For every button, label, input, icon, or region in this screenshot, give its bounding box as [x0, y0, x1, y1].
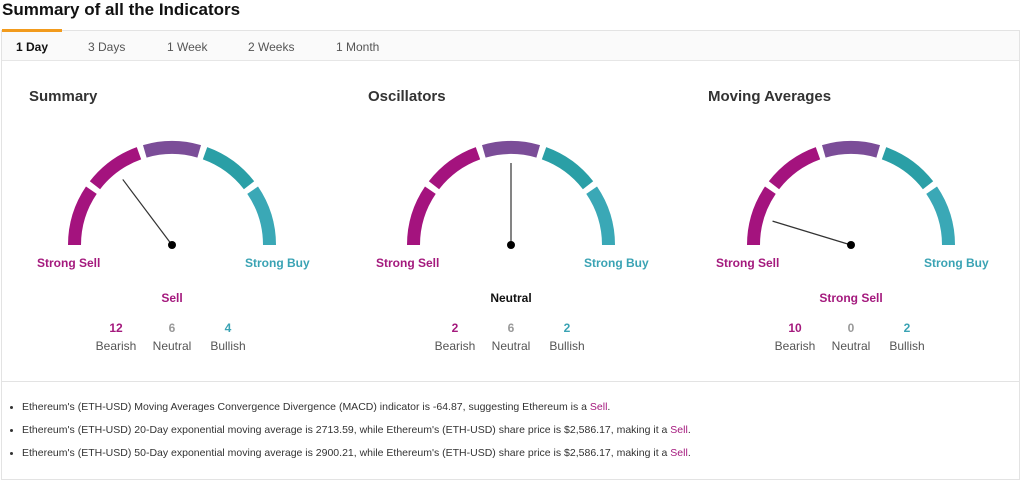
panel-title: Summary [29, 88, 98, 105]
bearish-value: 12 [109, 321, 123, 335]
bearish-label: Bearish [95, 339, 137, 353]
gauge-segment-3 [142, 141, 202, 158]
bearish-value: 10 [788, 321, 802, 335]
strong-sell-label: Strong Sell [37, 256, 101, 270]
gauge-needle [772, 220, 852, 246]
note-item: Ethereum's (ETH-USD) 20-Day exponential … [10, 424, 691, 438]
note-item: Ethereum's (ETH-USD) Moving Averages Con… [10, 401, 691, 415]
bearish-count: 10 Bearish [772, 321, 818, 353]
strong-sell-label: Strong Sell [716, 256, 780, 270]
panel-title: Moving Averages [708, 88, 832, 105]
verdict: Strong Sell [819, 291, 883, 305]
neutral-value: 0 [847, 321, 855, 335]
signal-sell: Sell [670, 447, 688, 459]
strong-buy-label: Strong Buy [924, 256, 989, 270]
gauge-needle [122, 179, 173, 246]
gauge-segment-1 [68, 186, 97, 246]
needle-pivot [847, 241, 855, 249]
gauge-segment-2 [89, 147, 142, 190]
needle-pivot [507, 241, 515, 249]
tab-3-days[interactable]: 3 Days [88, 40, 126, 54]
neutral-count: 6 Neutral [149, 321, 195, 353]
note-end: . [687, 424, 691, 436]
bullish-label: Bullish [889, 339, 925, 353]
verdict: Neutral [490, 291, 532, 305]
gauge-segment-3 [481, 141, 541, 158]
gauge-segment-5 [586, 186, 615, 246]
bearish-label: Bearish [774, 339, 816, 353]
gauge-segment-5 [247, 186, 276, 246]
bullish-value: 2 [903, 321, 911, 335]
bullish-value: 2 [563, 321, 571, 335]
gauge [407, 141, 615, 249]
note-item: Ethereum's (ETH-USD) 50-Day exponential … [10, 447, 691, 461]
tab-1-month[interactable]: 1 Month [336, 40, 380, 54]
signal-sell: Sell [670, 424, 688, 436]
divider [2, 381, 1019, 382]
gauge-segment-4 [541, 147, 594, 190]
gauge-panel-summary: Summary Strong Sell Strong Buy Sell 12 Be… [2, 81, 342, 371]
note-end: . [687, 447, 691, 459]
gauge-segment-3 [821, 141, 881, 158]
verdict: Sell [161, 291, 183, 305]
tab-1-day[interactable]: 1 Day [16, 40, 49, 54]
bullish-count: 2 Bullish [884, 321, 930, 353]
bullish-count: 2 Bullish [544, 321, 590, 353]
neutral-label: Neutral [152, 339, 192, 353]
gauge-segment-4 [202, 147, 255, 190]
counts: 12 Bearish 6 Neutral 4 Bullish [2, 321, 342, 353]
strong-buy-label: Strong Buy [245, 256, 310, 270]
timeframe-tabs: 1 Day 3 Days 1 Week 2 Weeks 1 Month [2, 29, 1019, 61]
bullish-value: 4 [224, 321, 232, 335]
bearish-label: Bearish [434, 339, 476, 353]
note-text: Ethereum's (ETH-USD) 50-Day exponential … [22, 447, 671, 459]
gauge [747, 141, 955, 249]
signal-sell: Sell [589, 401, 608, 413]
gauge-segment-5 [926, 186, 955, 246]
note-end: . [607, 401, 611, 413]
gauge-segment-2 [768, 147, 821, 190]
gauge-segment-1 [407, 186, 436, 246]
strong-sell-label: Strong Sell [376, 256, 440, 270]
panel-title: Oscillators [368, 88, 446, 105]
gauge-panel-oscillators: Oscillators Strong Sell Strong Buy Neutr… [341, 81, 681, 371]
neutral-count: 0 Neutral [828, 321, 874, 353]
strong-buy-label: Strong Buy [584, 256, 649, 270]
bearish-count: 2 Bearish [432, 321, 478, 353]
neutral-value: 6 [507, 321, 515, 335]
indicator-notes: Ethereum's (ETH-USD) Moving Averages Con… [10, 401, 691, 470]
note-text: Ethereum's (ETH-USD) Moving Averages Con… [22, 401, 590, 413]
neutral-count: 6 Neutral [488, 321, 534, 353]
gauge-segment-1 [747, 186, 776, 246]
indicators-card: 1 Day 3 Days 1 Week 2 Weeks 1 Month Summ… [1, 29, 1021, 480]
page-title: Summary of all the Indicators [2, 0, 241, 19]
neutral-label: Neutral [831, 339, 871, 353]
gauge-segment-4 [881, 147, 934, 190]
tab-1-week[interactable]: 1 Week [167, 40, 208, 54]
needle-pivot [168, 241, 176, 249]
gauge [68, 141, 276, 249]
gauge-panel-moving-averages: Moving Averages Strong Sell Strong Buy S… [681, 81, 1021, 371]
bearish-count: 12 Bearish [93, 321, 139, 353]
bearish-value: 2 [451, 321, 459, 335]
counts: 2 Bearish 6 Neutral 2 Bullish [341, 321, 681, 353]
note-text: Ethereum's (ETH-USD) 20-Day exponential … [22, 424, 671, 436]
neutral-label: Neutral [491, 339, 531, 353]
gauge-segment-2 [428, 147, 481, 190]
neutral-value: 6 [168, 321, 176, 335]
counts: 10 Bearish 0 Neutral 2 Bullish [681, 321, 1021, 353]
bullish-label: Bullish [549, 339, 585, 353]
bullish-count: 4 Bullish [205, 321, 251, 353]
bullish-label: Bullish [210, 339, 246, 353]
active-tab-indicator [2, 29, 62, 32]
tab-2-weeks[interactable]: 2 Weeks [248, 40, 295, 54]
